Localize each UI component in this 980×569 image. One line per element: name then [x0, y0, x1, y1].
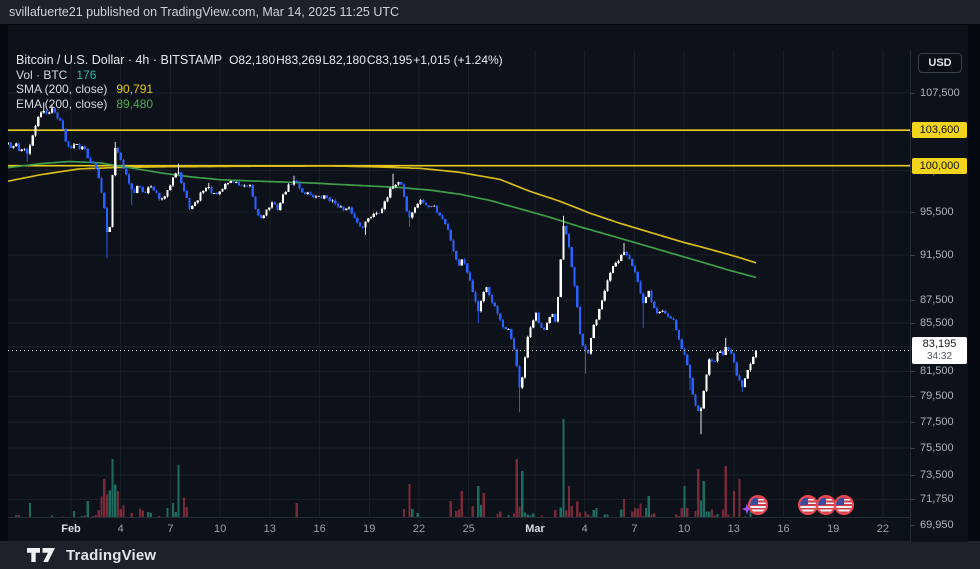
volume-label: Vol · BTC	[16, 67, 68, 82]
symbol-title: Bitcoin / U.S. Dollar · 4h · BITSTAMP	[16, 53, 223, 67]
y-axis-tick-mark	[911, 371, 915, 373]
chart-left-margin	[0, 25, 8, 541]
x-axis-label: 22	[412, 523, 426, 535]
y-axis-tick-mark	[911, 524, 915, 526]
price-chart-canvas[interactable]	[8, 50, 910, 542]
x-axis-label: Feb	[61, 523, 81, 535]
y-axis-label: 71,750	[920, 493, 954, 506]
x-axis-label: 19	[827, 523, 840, 535]
chart-right-margin	[968, 25, 980, 541]
publish-info-text: svillafuerte21 published on TradingView.…	[9, 5, 400, 19]
y-axis-label: 85,500	[920, 317, 954, 330]
legend-ema-row[interactable]: EMA (200, close) 89,480	[16, 96, 504, 112]
publish-info-bar: svillafuerte21 published on TradingView.…	[0, 0, 980, 25]
x-axis-label: 10	[677, 523, 691, 535]
y-axis-tick-mark	[911, 255, 915, 256]
us-flag-icon[interactable]	[834, 495, 854, 515]
y-axis-label: 91,500	[920, 249, 954, 261]
x-axis-label: 22	[876, 523, 890, 535]
currency-toggle-button[interactable]: USD	[918, 53, 962, 73]
sma-label: SMA (200, close)	[16, 82, 108, 96]
y-axis-tick-mark	[911, 475, 915, 477]
legend-volume-row[interactable]: Vol · BTC 176	[16, 67, 504, 83]
x-axis-label: 13	[263, 523, 276, 535]
chart-legend: Bitcoin / U.S. Dollar · 4h · BITSTAMP O8…	[16, 53, 504, 112]
us-flag-icon[interactable]	[798, 495, 818, 515]
y-axis-tick-mark	[911, 299, 915, 301]
ema-value: 89,480	[116, 96, 154, 111]
y-axis-label: 81,500	[920, 365, 954, 378]
y-axis-label: 73,500	[920, 469, 954, 482]
time-axis[interactable]: Feb 4 7 10 13 16 19 22 25 Mar 4 7 10 13 16 19 22	[0, 517, 980, 542]
x-axis-label: Mar	[525, 523, 545, 535]
x-axis-label: 4	[117, 523, 124, 535]
y-axis-tick-mark	[911, 421, 915, 423]
y-axis-label: 79,500	[920, 390, 954, 403]
legend-symbol-row[interactable]: Bitcoin / U.S. Dollar · 4h · BITSTAMP O8…	[16, 53, 504, 68]
y-axis-tick-mark	[911, 396, 915, 398]
ohlc-open: O82,180	[229, 53, 276, 67]
ema-label: EMA (200, close)	[16, 96, 108, 111]
us-flag-icon[interactable]	[816, 495, 836, 515]
ohlc-close: C83,195	[366, 53, 413, 67]
ohlc-low: L82,180	[322, 53, 366, 67]
drawn-level-price-label[interactable]: 100,000	[912, 157, 967, 174]
last-price-value: 83,195	[922, 338, 957, 351]
y-axis-tick-mark	[911, 448, 915, 450]
sma-value: 90,791	[116, 82, 154, 96]
x-axis-label: 13	[727, 523, 740, 535]
volume-value: 176	[76, 67, 97, 82]
us-flag-icon[interactable]	[748, 495, 768, 515]
y-axis-tick-mark	[911, 499, 915, 501]
y-axis-tick-mark	[911, 323, 915, 325]
footer-bar: TradingView	[0, 541, 980, 569]
legend-sma-row[interactable]: SMA (200, close) 90,791	[16, 82, 504, 97]
y-axis-label: 107,500	[920, 87, 960, 99]
tradingview-logo-icon[interactable]	[27, 547, 57, 563]
y-axis-tick-mark	[911, 93, 915, 94]
idea-diamond-icon[interactable]	[741, 503, 753, 515]
ohlc-high: H83,269	[276, 53, 322, 67]
x-axis-label: 25	[462, 523, 475, 535]
ohlc-values: O82,180H83,269L82,180C83,195+1,015 (+1.2…	[229, 53, 504, 68]
price-scale[interactable]: USD 107,500103,50099,50095,50091,50087,5…	[910, 50, 968, 542]
y-axis-label: 95,500	[920, 206, 954, 218]
y-axis-label: 69,950	[920, 518, 954, 531]
chart-area: Bitcoin / U.S. Dollar · 4h · BITSTAMP O8…	[0, 25, 980, 542]
x-axis-label: 7	[631, 523, 638, 535]
drawn-level-price-label[interactable]: 103,600	[912, 122, 967, 139]
y-axis-label: 87,500	[920, 293, 954, 306]
x-axis-label: 4	[581, 523, 588, 535]
x-axis-label: 10	[213, 523, 227, 535]
candlestick-series	[8, 102, 758, 435]
brand-name[interactable]: TradingView	[66, 546, 157, 564]
bar-countdown: 34:32	[926, 351, 953, 363]
x-axis-label: 7	[167, 523, 174, 535]
x-axis-label: 19	[363, 523, 376, 535]
y-axis-label: 75,500	[920, 442, 954, 455]
y-axis-tick-mark	[911, 212, 915, 213]
x-axis-label: 16	[777, 523, 790, 535]
y-axis-label: 77,500	[920, 415, 954, 428]
last-price-label: 83,195 34:32	[912, 337, 967, 365]
x-axis-label: 16	[313, 523, 326, 535]
ohlc-change: +1,015 (+1.24%)	[413, 53, 503, 67]
